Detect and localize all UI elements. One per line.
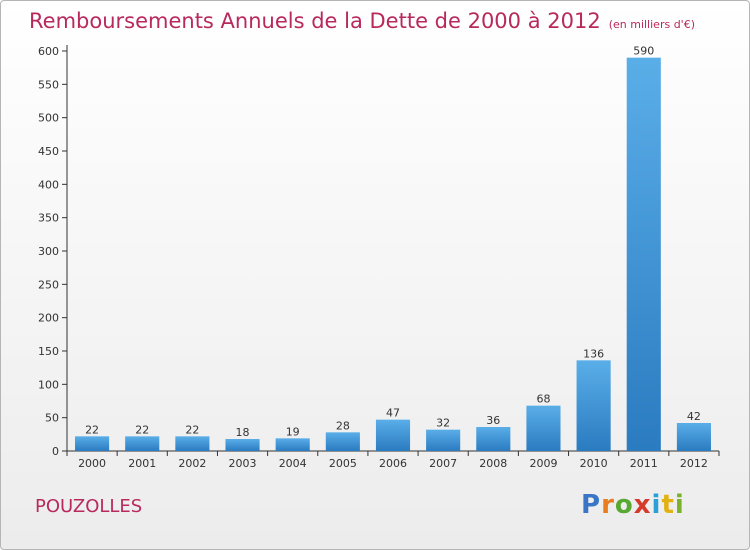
logo-letter: P <box>581 490 602 520</box>
logo-letter: r <box>601 490 615 520</box>
x-tick-label: 2010 <box>580 457 608 470</box>
bar <box>626 57 661 452</box>
logo-letter: x <box>633 490 652 520</box>
bar-value-label: 42 <box>687 410 701 423</box>
bar <box>426 429 461 451</box>
logo-letter: o <box>614 490 634 520</box>
bar <box>676 423 711 451</box>
chart-subtitle: (en milliers d'€) <box>608 18 695 31</box>
bar-value-label: 36 <box>486 414 500 427</box>
y-tick-label: 500 <box>38 112 59 125</box>
bar-value-label: 136 <box>583 347 604 360</box>
x-tick-label: 2009 <box>529 457 557 470</box>
bar <box>476 427 511 451</box>
y-tick-label: 50 <box>45 412 59 425</box>
bar <box>175 436 210 451</box>
y-tick-label: 600 <box>38 45 59 58</box>
bar-value-label: 68 <box>536 393 550 406</box>
y-tick-label: 250 <box>38 278 59 291</box>
y-tick-label: 150 <box>38 345 59 358</box>
x-axis: 2000 2001 2002 2003 2004 2005 2006 2007 2008 2009… <box>66 450 720 470</box>
logo-letter: i <box>674 490 685 520</box>
bar-chart: 0 50 100 150 200 250 300 350 400 450 500 550 600 200… <box>38 45 720 470</box>
y-tick-label: 550 <box>38 78 59 91</box>
y-tick-label: 400 <box>38 178 59 191</box>
y-tick-label: 350 <box>38 212 59 225</box>
x-tick-label: 2000 <box>78 457 106 470</box>
bar <box>125 436 160 451</box>
x-tick-label: 2002 <box>178 457 206 470</box>
x-tick-label: 2005 <box>329 457 357 470</box>
bar-value-label: 28 <box>336 419 350 432</box>
x-tick-label: 2007 <box>429 457 457 470</box>
y-tick-label: 450 <box>38 145 59 158</box>
x-tick-label: 2001 <box>128 457 156 470</box>
x-tick-label: 2012 <box>680 457 708 470</box>
bar <box>75 436 110 451</box>
commune-name: POUZOLLES <box>35 496 143 517</box>
bar <box>325 432 360 451</box>
x-tick-label: 2003 <box>229 457 257 470</box>
x-tick-label: 2004 <box>279 457 307 470</box>
logo-letter: i <box>651 490 662 520</box>
chart-title-text: Remboursements Annuels de la Dette de 20… <box>29 9 601 33</box>
y-tick-label: 300 <box>38 245 59 258</box>
logo-letter: t <box>661 490 675 520</box>
x-tick-label: 2006 <box>379 457 407 470</box>
proxiti-logo: Proxiti <box>581 490 685 520</box>
bar-value-label: 22 <box>185 423 199 436</box>
bar <box>375 419 411 451</box>
bar-value-label: 19 <box>286 425 300 438</box>
y-tick-label: 200 <box>38 312 59 325</box>
bar-value-label: 22 <box>85 423 99 436</box>
y-axis: 0 50 100 150 200 250 300 350 400 450 500 550 600 <box>38 45 68 458</box>
bar <box>576 360 611 451</box>
y-tick-label: 100 <box>38 378 59 391</box>
y-tick-label: 0 <box>52 445 59 458</box>
chart-title: Remboursements Annuels de la Dette de 20… <box>29 9 695 33</box>
bar-value-label: 18 <box>236 426 250 439</box>
bar <box>275 438 310 451</box>
bar <box>526 405 561 451</box>
bar-value-label: 32 <box>436 417 450 430</box>
bar-value-label: 22 <box>135 423 149 436</box>
bars: 22 22 22 18 19 28 47 32 36 68 136 590 42 <box>75 45 711 452</box>
bar-value-label: 590 <box>633 45 654 58</box>
x-tick-label: 2008 <box>479 457 507 470</box>
x-tick-label: 2011 <box>630 457 658 470</box>
bar <box>225 439 260 451</box>
bar-value-label: 47 <box>386 407 400 420</box>
